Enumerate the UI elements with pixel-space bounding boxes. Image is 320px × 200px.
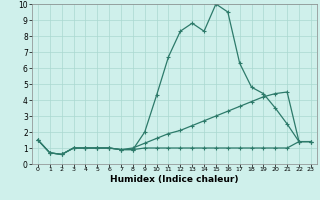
X-axis label: Humidex (Indice chaleur): Humidex (Indice chaleur) <box>110 175 239 184</box>
